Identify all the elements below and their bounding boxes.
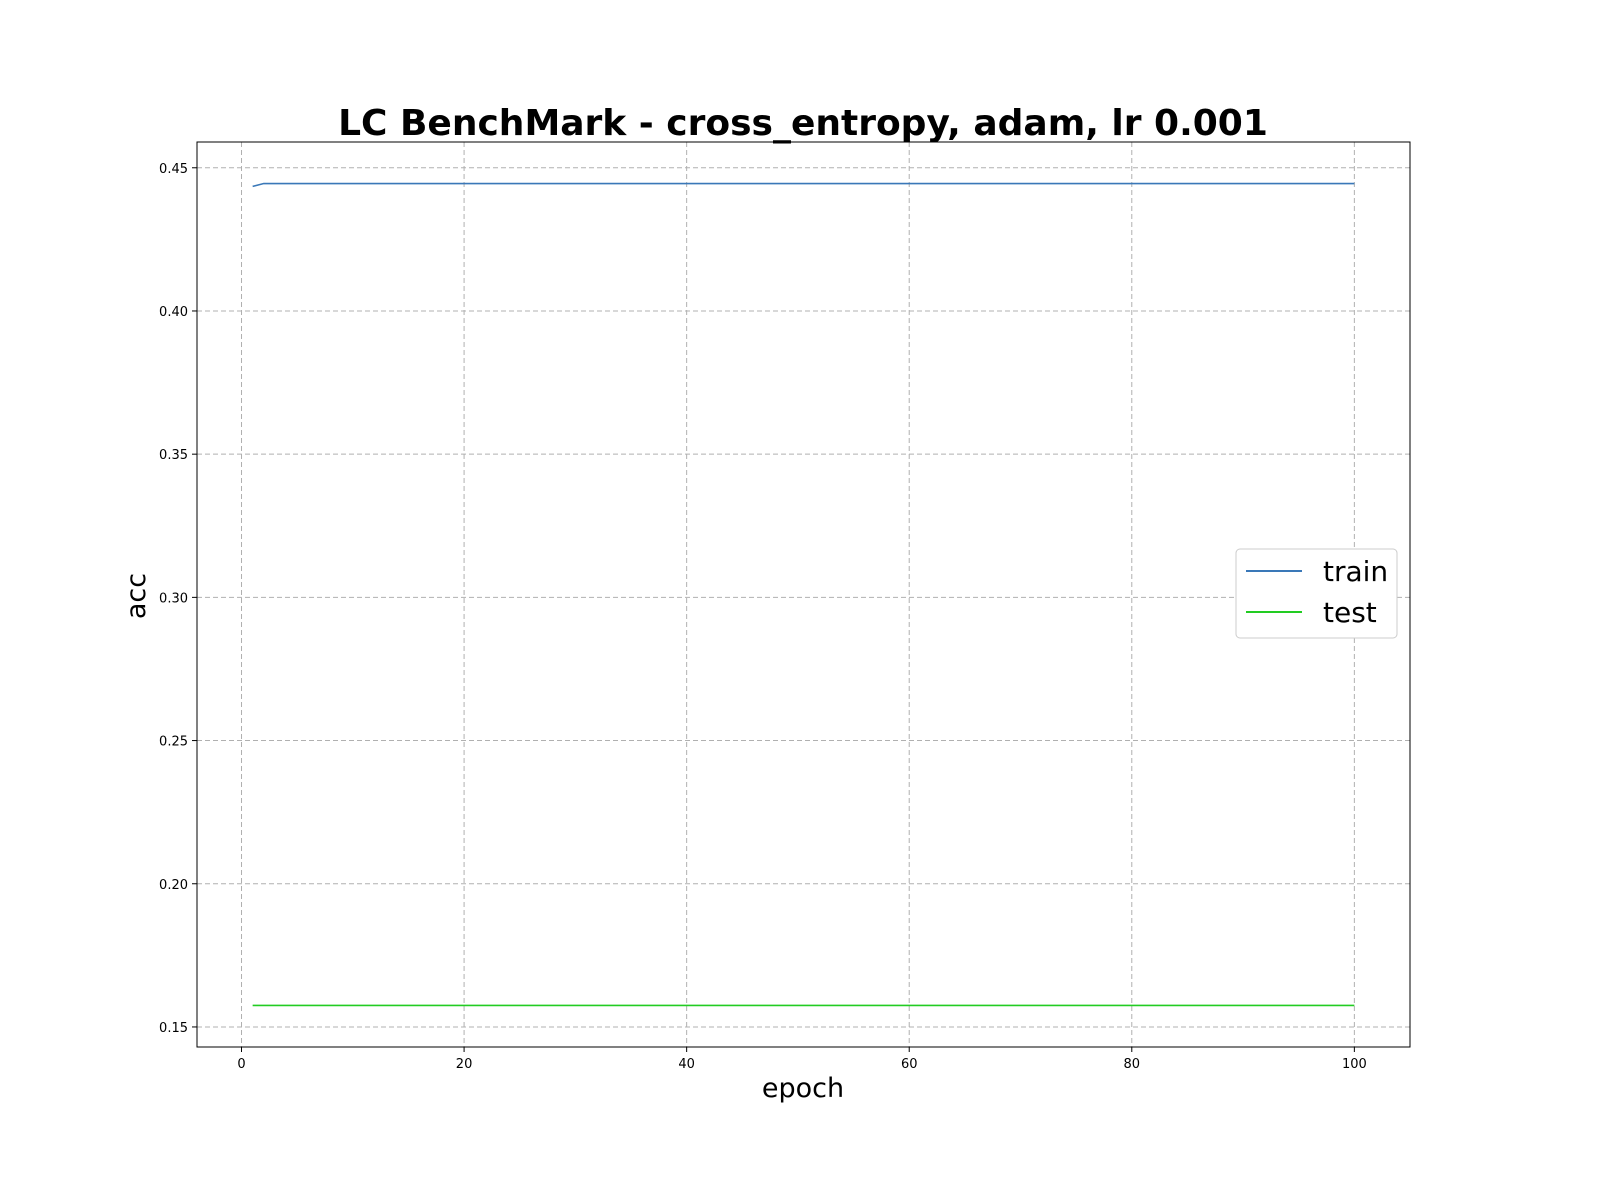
chart-title: LC BenchMark - cross_entropy, adam, lr 0… (338, 103, 1268, 144)
series-lines (252, 182, 1355, 1007)
y-tick-label: 0.30 (159, 591, 188, 606)
x-tick-label: 0 (237, 1057, 245, 1072)
y-tick-label: 0.40 (159, 305, 188, 320)
series-line-train (252, 182, 1355, 188)
x-axis-label: epoch (762, 1073, 844, 1104)
y-tick-label: 0.25 (159, 735, 188, 750)
y-axis-label: acc (121, 573, 152, 619)
x-tick-label: 40 (678, 1057, 695, 1072)
x-tick-label: 20 (456, 1057, 473, 1072)
y-tick-label: 0.35 (159, 448, 188, 463)
legend-train-label: train (1323, 555, 1388, 588)
x-tick-label: 100 (1342, 1057, 1367, 1072)
y-tick-label: 0.15 (159, 1021, 188, 1036)
plot-frame (196, 141, 1411, 1048)
grid-lines (197, 142, 1410, 1047)
x-tick-label: 80 (1124, 1057, 1141, 1072)
x-axis-ticks: 0 20 40 60 80 100 (237, 1047, 1367, 1072)
legend-test-label: test (1323, 596, 1377, 629)
y-axis-ticks: 0.15 0.20 0.25 0.30 0.35 0.40 0.45 (159, 162, 197, 1036)
legend: train test (1235, 548, 1398, 639)
x-tick-label: 60 (901, 1057, 918, 1072)
y-tick-label: 0.45 (159, 162, 188, 177)
y-tick-label: 0.20 (159, 878, 188, 893)
